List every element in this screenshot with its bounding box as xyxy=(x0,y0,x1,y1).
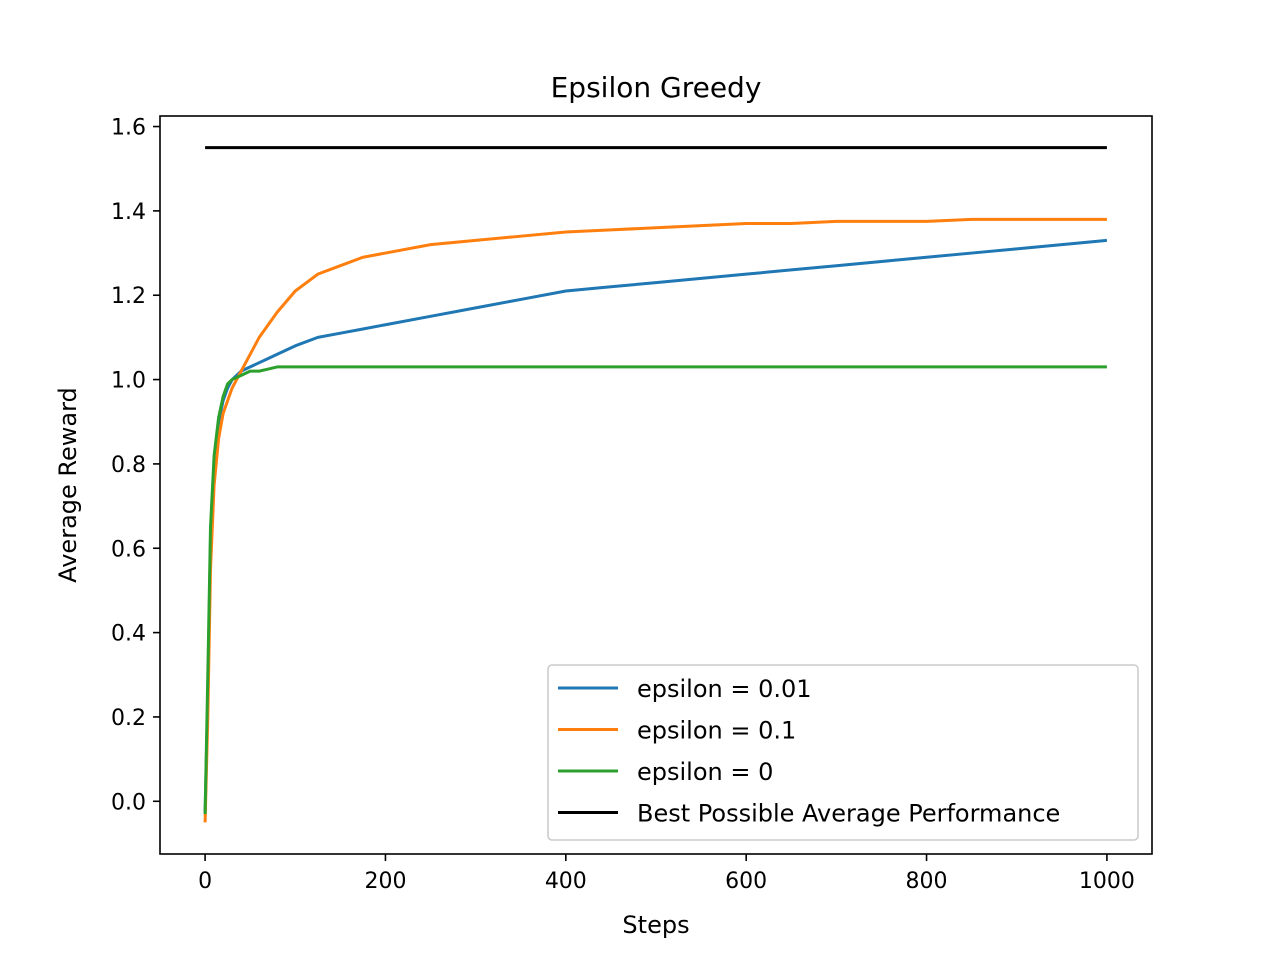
x-tick-label: 200 xyxy=(364,869,406,894)
x-axis-label: Steps xyxy=(622,911,689,939)
legend-label-1: epsilon = 0.1 xyxy=(637,717,796,745)
y-tick-label: 1.0 xyxy=(111,369,146,394)
x-tick-label: 400 xyxy=(545,869,587,894)
y-tick-label: 0.4 xyxy=(111,622,146,647)
y-tick-label: 0.8 xyxy=(111,453,146,478)
y-tick-label: 1.4 xyxy=(111,200,146,225)
legend-box xyxy=(547,664,1139,841)
series-line-1 xyxy=(203,217,1107,823)
legend-label-0: epsilon = 0.01 xyxy=(637,675,812,703)
legend-label-3: Best Possible Average Performance xyxy=(637,800,1060,828)
series-layer xyxy=(203,146,1108,823)
y-axis-ticks: 0.0 0.2 0.4 0.6 0.8 1.0 1.2 1.4 1.6 xyxy=(111,116,160,815)
legend: epsilon = 0.01 epsilon = 0.1 epsilon = 0 Be… xyxy=(547,664,1139,841)
y-tick-label: 1.6 xyxy=(111,116,146,141)
y-tick-label: 0.6 xyxy=(111,537,146,562)
x-tick-label: 800 xyxy=(906,869,948,894)
y-tick-label: 0.2 xyxy=(111,706,146,731)
x-axis-ticks: 0 200 400 600 800 1000 xyxy=(198,854,1135,894)
legend-label-2: epsilon = 0 xyxy=(637,758,773,786)
x-tick-label: 0 xyxy=(198,869,212,894)
chart-title: Epsilon Greedy xyxy=(551,71,762,104)
plot-frame xyxy=(159,115,1153,855)
series-line-2 xyxy=(203,365,1107,814)
x-tick-label: 1000 xyxy=(1079,869,1135,894)
y-tick-label: 0.0 xyxy=(111,790,146,815)
x-tick-label: 600 xyxy=(725,869,767,894)
y-tick-label: 1.2 xyxy=(111,284,146,309)
y-axis-label: Average Reward xyxy=(54,387,82,583)
